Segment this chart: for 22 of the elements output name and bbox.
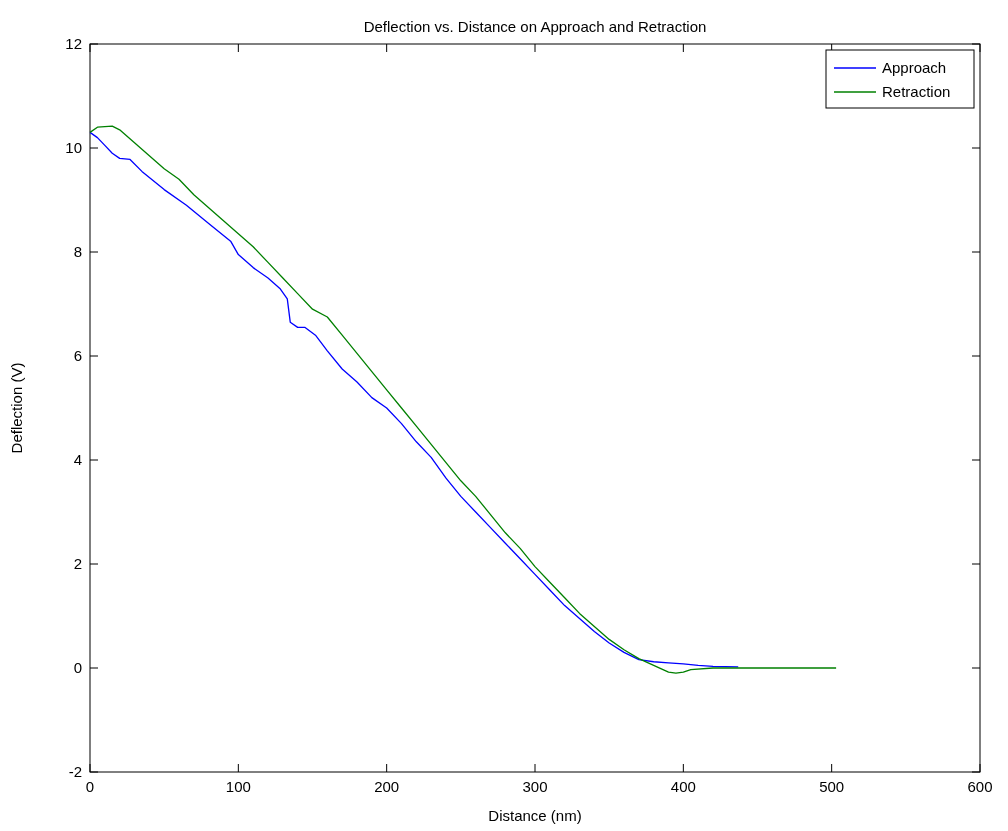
y-tick-label: 8: [73, 243, 82, 260]
y-tick-label: -2: [68, 763, 82, 780]
legend-label: Retraction: [882, 83, 951, 100]
line-series: [89, 131, 739, 668]
x-axis-title: Distance (nm): [488, 807, 582, 824]
y-axis-title: Deflection (V): [8, 362, 25, 454]
y-tick-label: 4: [73, 451, 82, 468]
x-tick-label: 300: [522, 778, 548, 795]
x-tick-label: 100: [225, 778, 251, 795]
chart-title: Deflection vs. Distance on Approach and Retraction: [363, 18, 707, 35]
x-tick-label: 0: [85, 778, 95, 795]
y-tick-label: 12: [65, 35, 82, 52]
line-series: [89, 125, 837, 674]
legend-label: Approach: [882, 59, 947, 76]
x-tick-label: 200: [374, 778, 400, 795]
x-tick-label: 400: [670, 778, 696, 795]
x-tick-label: 500: [819, 778, 845, 795]
y-tick-label: 6: [73, 347, 82, 364]
y-tick-label: 10: [65, 139, 82, 156]
y-tick-label: 0: [73, 659, 82, 676]
y-tick-label: 2: [73, 555, 82, 572]
x-tick-label: 600: [967, 778, 993, 795]
